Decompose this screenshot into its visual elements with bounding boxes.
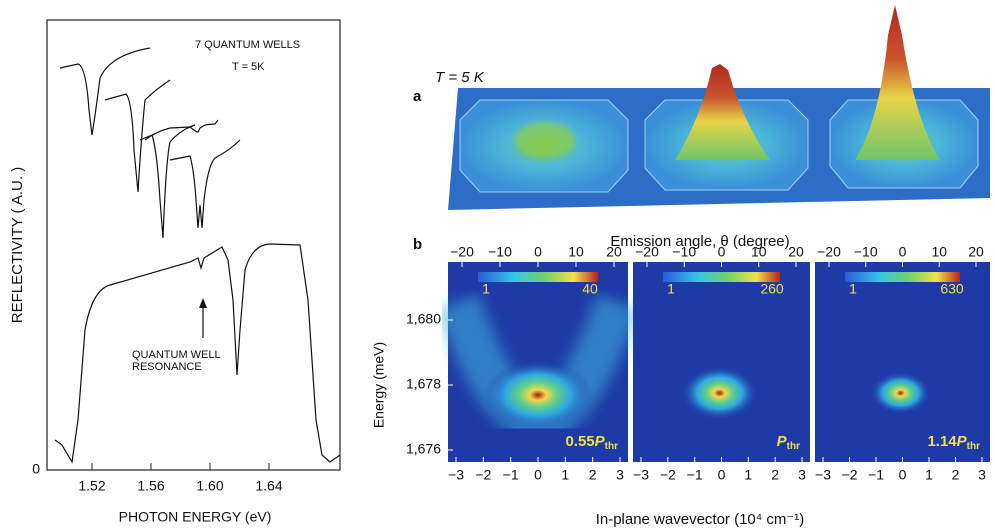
power-subscript: thr bbox=[605, 441, 618, 452]
y-tick-label: 1,680 bbox=[406, 311, 441, 327]
annotation: 7 QUANTUM WELLS bbox=[195, 39, 300, 51]
panel-label: b bbox=[413, 236, 422, 253]
x-tick-label: −1 bbox=[503, 467, 519, 483]
hotspot bbox=[681, 366, 758, 420]
x-tick-label: 1 bbox=[744, 467, 752, 483]
y-axis-label: REFLECTIVITY ( A.U. ) bbox=[9, 167, 26, 323]
x-axis-label: PHOTON ENERGY (eV) bbox=[119, 509, 272, 525]
x-tick-label: −2 bbox=[842, 467, 858, 483]
x-tick-label: 1 bbox=[925, 467, 933, 483]
x-tick-label: −3 bbox=[448, 467, 464, 483]
colorbar-max: 40 bbox=[582, 281, 598, 297]
top-tick-label: −10 bbox=[672, 244, 696, 260]
colorbar-max: 260 bbox=[760, 281, 784, 297]
panel-a: T = 5 K a bbox=[413, 5, 990, 210]
colorbar bbox=[478, 272, 598, 282]
power-label: Pthr bbox=[777, 433, 800, 452]
x-tick-label: −2 bbox=[660, 467, 676, 483]
top-tick-label: 10 bbox=[751, 244, 767, 260]
y-tick-label: 1,678 bbox=[406, 376, 441, 392]
x-tick-label: 1.64 bbox=[255, 478, 282, 494]
colorbar-min: 1 bbox=[482, 281, 490, 297]
x-tick-label: 1 bbox=[561, 467, 569, 483]
annotation: QUANTUM WELL bbox=[132, 349, 221, 361]
top-tick-label: 10 bbox=[931, 244, 947, 260]
x-tick-label: 3 bbox=[978, 467, 986, 483]
emission bbox=[515, 122, 575, 158]
top-tick-label: −20 bbox=[817, 244, 841, 260]
x-tick-label: 1.52 bbox=[78, 478, 105, 494]
spectra bbox=[54, 47, 341, 464]
power-factor: 0.55 bbox=[565, 433, 594, 450]
y-tick-label: 1,676 bbox=[406, 441, 441, 457]
map: 1 400.55Pthr−20 −10 0 10 20−3 −2 −1 0 1 2 3 bbox=[436, 244, 640, 483]
arrow-head bbox=[199, 298, 207, 308]
hotspot bbox=[870, 372, 931, 414]
x-tick-label: 0 bbox=[899, 467, 907, 483]
power-label: 1.14Pthr bbox=[927, 433, 980, 452]
x-tick-label: −1 bbox=[868, 467, 884, 483]
top-tick-label: 0 bbox=[718, 244, 726, 260]
x-tick-label: 0 bbox=[534, 467, 542, 483]
top-tick-label: 0 bbox=[899, 244, 907, 260]
x-tick-label: 3 bbox=[798, 467, 806, 483]
power-factor: 1.14 bbox=[927, 433, 957, 450]
top-tick-label: −10 bbox=[488, 244, 512, 260]
x-tick-label: 2 bbox=[589, 467, 597, 483]
top-tick-label: 20 bbox=[606, 244, 622, 260]
peak bbox=[675, 64, 770, 160]
top-tick-label: 20 bbox=[788, 244, 804, 260]
x-tick-label: −3 bbox=[815, 467, 831, 483]
power-subscript: thr bbox=[967, 441, 980, 452]
power-label: 0.55Pthr bbox=[565, 433, 618, 452]
top-tick-label: −20 bbox=[635, 244, 659, 260]
colorbar bbox=[663, 272, 780, 282]
reflectivity-plot: 7 QUANTUM WELLS T = 5K QUANTUM WELL RESO… bbox=[9, 19, 341, 525]
map-background bbox=[815, 262, 990, 462]
y-axis-label: Energy (meV) bbox=[371, 342, 387, 428]
peak bbox=[855, 5, 940, 160]
panel-b: b Emission angle, θ (degree) Energy (meV… bbox=[371, 233, 990, 528]
power-subscript: thr bbox=[787, 441, 800, 452]
power-symbol: P bbox=[595, 433, 606, 450]
annotation: RESONANCE bbox=[132, 361, 202, 373]
y-tick-label: 0 bbox=[32, 461, 40, 477]
power-symbol: P bbox=[777, 433, 788, 450]
top-tick-label: 20 bbox=[968, 244, 984, 260]
top-tick-label: −20 bbox=[450, 244, 474, 260]
temperature: T = 5 K bbox=[435, 69, 485, 86]
x-tick-label: −3 bbox=[633, 467, 649, 483]
top-tick-label: 10 bbox=[568, 244, 584, 260]
x-tick-label: 2 bbox=[952, 467, 960, 483]
colorbar-min: 1 bbox=[667, 281, 675, 297]
x-ticks: 1.52 1.56 1.60 1.64 bbox=[78, 463, 283, 494]
x-tick-label: 3 bbox=[616, 467, 624, 483]
x-tick-label: −2 bbox=[475, 467, 491, 483]
colorbar-min: 1 bbox=[849, 281, 857, 297]
x-tick-label: 1.56 bbox=[137, 478, 164, 494]
top-tick-label: −10 bbox=[854, 244, 878, 260]
plot-frame bbox=[46, 19, 341, 471]
hotspot bbox=[483, 360, 593, 430]
top-axis-label: Emission angle, θ (degree) bbox=[610, 233, 789, 250]
top-tick-label: 0 bbox=[534, 244, 542, 260]
x-axis-label: In-plane wavevector (10⁴ cm⁻¹) bbox=[596, 511, 805, 528]
panel-label: a bbox=[413, 88, 422, 105]
colorbar-max: 630 bbox=[940, 281, 964, 297]
x-tick-label: 0 bbox=[718, 467, 726, 483]
annotation: T = 5K bbox=[232, 61, 265, 73]
map-background bbox=[633, 262, 810, 462]
x-tick-label: 1.60 bbox=[196, 478, 223, 494]
power-symbol: P bbox=[957, 433, 968, 450]
colorbar bbox=[845, 272, 960, 282]
x-tick-label: 2 bbox=[771, 467, 779, 483]
maps: 1 400.55Pthr−20 −10 0 10 20−3 −2 −1 0 1 2 31 260Pthr… bbox=[406, 244, 990, 483]
x-tick-label: −1 bbox=[687, 467, 703, 483]
